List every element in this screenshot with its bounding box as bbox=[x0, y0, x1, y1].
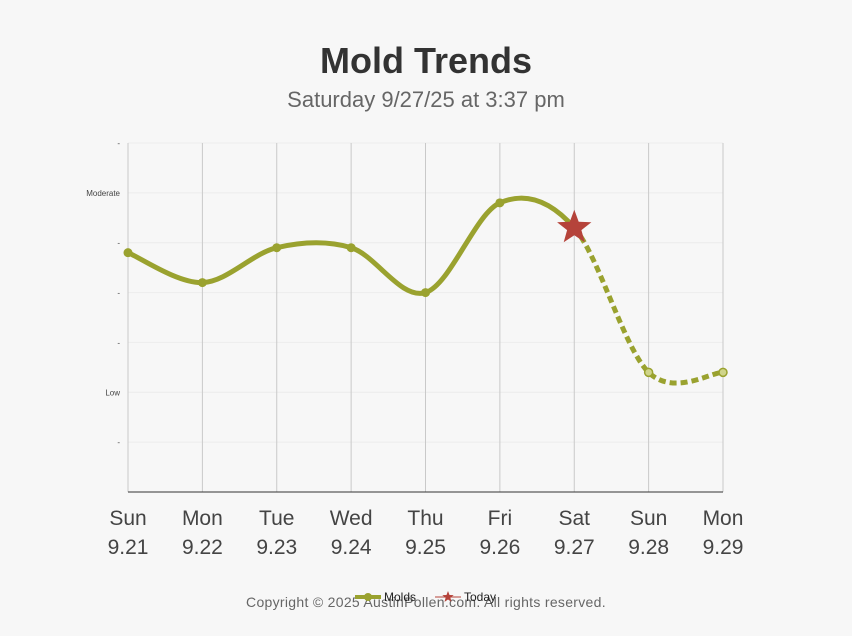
legend-item-today: Today bbox=[435, 589, 496, 605]
y-tick-label: - bbox=[117, 289, 120, 298]
x-tick-date: 9.28 bbox=[628, 536, 669, 559]
chart-title: Mold Trends bbox=[319, 40, 532, 81]
x-tick-date: 9.22 bbox=[182, 536, 223, 559]
x-tick-day: Sat bbox=[558, 507, 590, 530]
y-tick-label: - bbox=[117, 438, 120, 447]
x-tick-date: 9.27 bbox=[554, 536, 595, 559]
molds-data-point bbox=[346, 243, 356, 253]
today-star-icon bbox=[435, 591, 461, 602]
chart-subtitle: Saturday 9/27/25 at 3:37 pm bbox=[287, 87, 565, 112]
copyright-text: Copyright © 2025 AustinPollen.com. All r… bbox=[246, 594, 606, 610]
x-tick-date: 9.25 bbox=[405, 536, 446, 559]
x-tick-day: Fri bbox=[488, 507, 513, 530]
legend-label-molds: Molds bbox=[384, 590, 417, 604]
x-tick-day: Sun bbox=[630, 507, 667, 530]
molds-data-point bbox=[421, 288, 430, 298]
x-tick-day: Sun bbox=[109, 507, 146, 530]
x-tick-date: 9.26 bbox=[479, 536, 520, 559]
molds-forecast-point bbox=[718, 367, 728, 378]
molds-data-point bbox=[272, 243, 282, 253]
x-tick-date: 9.24 bbox=[331, 536, 372, 559]
today-star-marker bbox=[557, 209, 592, 243]
y-tick-label: Low bbox=[105, 388, 120, 397]
legend-label-today: Today bbox=[464, 590, 497, 604]
x-tick-day: Mon bbox=[182, 507, 223, 530]
molds-data-point bbox=[123, 248, 133, 258]
molds-data-point bbox=[197, 278, 207, 288]
x-tick-day: Mon bbox=[703, 507, 744, 530]
molds-forecast-point bbox=[643, 367, 654, 378]
x-tick-date: 9.23 bbox=[256, 536, 297, 559]
y-tick-label: Moderate bbox=[86, 189, 120, 198]
y-tick-label: - bbox=[117, 139, 120, 148]
molds-line-icon bbox=[355, 593, 381, 601]
x-tick-date: 9.21 bbox=[108, 536, 149, 559]
y-tick-label: - bbox=[117, 239, 120, 248]
y-tick-label: - bbox=[117, 338, 120, 347]
x-tick-day: Tue bbox=[259, 507, 294, 530]
molds-data-point bbox=[495, 198, 505, 208]
x-tick-day: Wed bbox=[330, 507, 373, 530]
legend-item-molds: Molds bbox=[355, 589, 416, 605]
chart-legend: Molds Today bbox=[0, 589, 852, 605]
x-tick-day: Thu bbox=[407, 507, 443, 530]
x-tick-date: 9.29 bbox=[703, 536, 744, 559]
